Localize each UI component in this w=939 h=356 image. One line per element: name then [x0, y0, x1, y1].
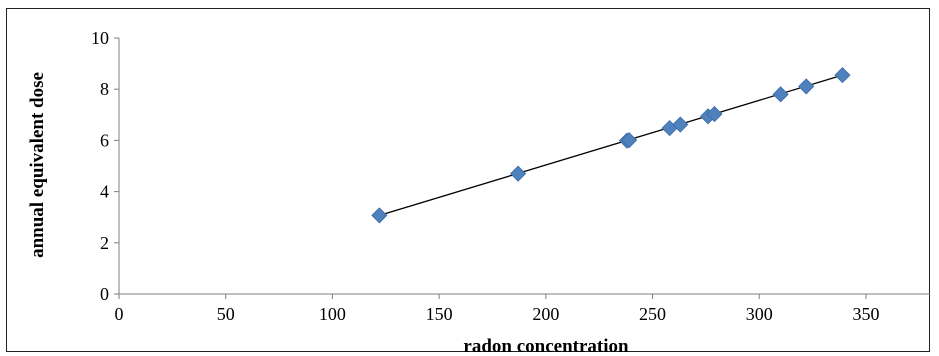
x-tick-label: 250: [639, 304, 666, 324]
chart-frame: [6, 8, 930, 352]
data-point: [510, 165, 527, 182]
data-point: [371, 207, 388, 224]
data-point: [706, 105, 723, 123]
x-tick-label: 200: [532, 304, 559, 324]
y-tick-label: 8: [100, 79, 109, 99]
data-point: [834, 67, 851, 84]
data-point: [772, 86, 789, 103]
x-tick-label: 100: [319, 304, 346, 324]
data-point: [798, 78, 815, 95]
trendline: [379, 74, 843, 217]
y-axis: 0 2 4 6 8 10: [91, 28, 120, 304]
y-tick-label: 2: [100, 233, 109, 253]
y-axis-title: annual equivalent dose: [27, 72, 48, 258]
x-tick-label: 150: [426, 304, 453, 324]
data-point: [672, 116, 689, 133]
x-tick-label: 300: [746, 304, 773, 324]
x-axis: 0 50 100 150 200 250 300 350: [115, 293, 930, 324]
y-tick-label: 4: [100, 182, 109, 202]
data-points: [371, 67, 851, 224]
trendline-group: [379, 74, 843, 217]
x-axis-title: radon concentration: [463, 336, 629, 356]
x-tick-label: 50: [217, 304, 235, 324]
x-tick-label: 350: [852, 304, 879, 324]
data-point: [621, 132, 638, 149]
y-tick-label: 10: [91, 28, 109, 48]
x-tick-label: 0: [115, 304, 124, 324]
y-tick-label: 6: [100, 130, 109, 150]
y-tick-label: 0: [100, 284, 109, 304]
